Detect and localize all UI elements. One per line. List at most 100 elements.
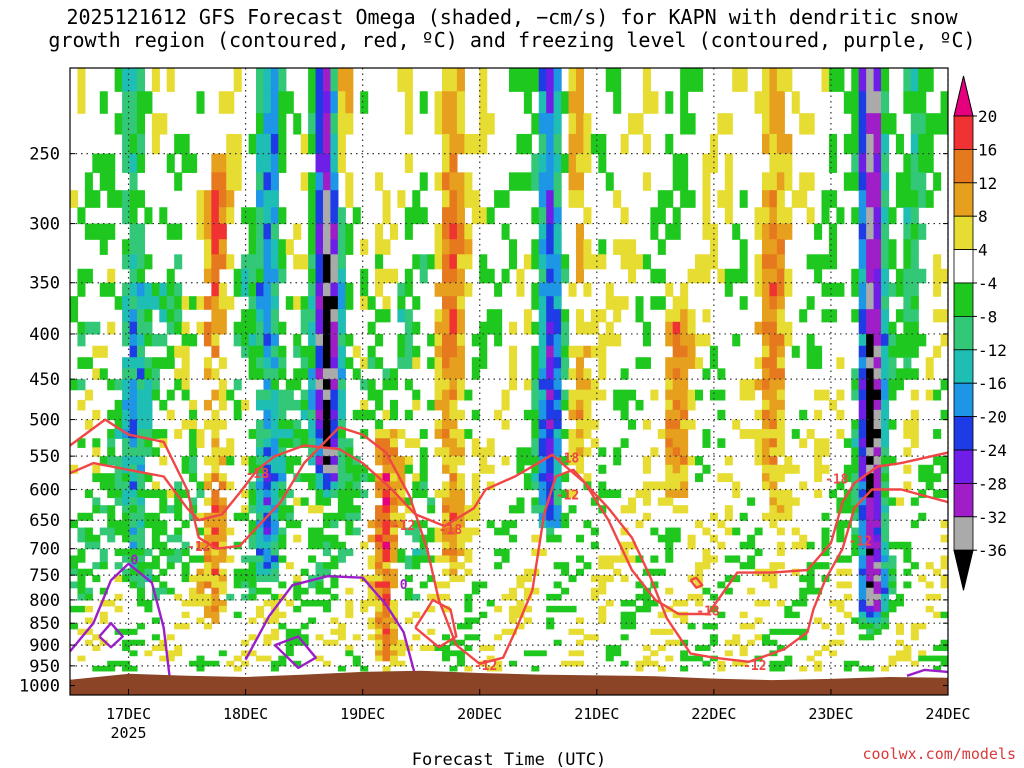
omega-cell: [419, 429, 428, 439]
omega-cell: [739, 541, 748, 550]
omega-cell: [256, 282, 265, 297]
contour-label: -18: [556, 452, 580, 467]
omega-cell: [412, 190, 421, 208]
omega-cell: [523, 481, 532, 491]
omega-cell: [672, 599, 681, 607]
omega-cell: [256, 456, 265, 466]
colorbar-bin: [953, 249, 974, 284]
omega-cell: [337, 282, 346, 297]
omega-cell: [203, 207, 212, 225]
omega-cell: [375, 575, 384, 583]
omega-cell: [851, 419, 860, 430]
omega-cell: [709, 605, 718, 613]
omega-cell: [151, 562, 160, 570]
omega-cell: [337, 548, 346, 557]
omega-cell: [590, 527, 599, 536]
credit-link[interactable]: coolwx.com/models: [862, 745, 1016, 763]
omega-cell: [211, 534, 220, 543]
omega-cell: [776, 254, 785, 270]
omega-cell: [553, 447, 562, 457]
omega-cell: [903, 429, 912, 439]
omega-cell: [293, 254, 302, 270]
omega-cell: [791, 599, 800, 607]
omega-cell: [724, 207, 733, 225]
omega-cell: [940, 464, 948, 474]
omega-cell: [166, 68, 175, 92]
omega-cell: [427, 575, 436, 583]
omega-cell: [695, 562, 704, 570]
omega-cell: [806, 172, 815, 191]
omega-cell: [702, 153, 711, 173]
omega-cell: [456, 473, 465, 483]
omega-cell: [263, 254, 272, 270]
omega-cell: [404, 282, 413, 297]
omega-cell: [397, 333, 406, 347]
omega-cell: [322, 91, 332, 114]
omega-cell: [501, 389, 510, 401]
omega-cell: [382, 634, 391, 641]
omega-cell: [881, 207, 890, 225]
omega-cell: [129, 333, 138, 347]
omega-cell: [933, 389, 942, 401]
omega-cell: [858, 599, 867, 607]
omega-cell: [776, 512, 785, 521]
omega-cell: [546, 456, 555, 466]
omega-cell: [263, 655, 272, 662]
omega-cell: [270, 634, 279, 641]
omega-cell: [538, 113, 547, 135]
omega-cell: [724, 456, 733, 466]
omega-cell: [427, 593, 436, 601]
omega-cell: [761, 91, 771, 114]
omega-cell: [531, 239, 540, 255]
omega-cell: [375, 456, 384, 466]
omega-cell: [352, 464, 361, 474]
omega-cell: [866, 254, 875, 270]
omega-cell: [322, 489, 332, 499]
omega-cell: [866, 605, 875, 613]
omega-cell: [665, 419, 674, 430]
omega-cell: [650, 389, 659, 401]
omega-cell: [337, 268, 346, 284]
omega-cell: [620, 399, 629, 411]
omega-cell: [442, 190, 451, 208]
omega-cell: [903, 368, 912, 380]
omega-cell: [144, 379, 153, 391]
omega-cell: [709, 555, 718, 563]
omega-cell: [322, 409, 332, 421]
omega-cell: [873, 321, 882, 335]
omega-cell: [412, 321, 421, 335]
omega-cell: [256, 555, 265, 563]
omega-cell: [181, 489, 190, 499]
omega-cell: [278, 345, 287, 358]
omega-cell: [598, 254, 607, 270]
omega-cell: [851, 447, 860, 457]
omega-cell: [263, 541, 272, 550]
omega-cell: [337, 555, 346, 563]
omega-cell: [442, 113, 451, 135]
omega-cell: [248, 541, 257, 550]
omega-cell: [189, 593, 198, 601]
omega-cell: [680, 617, 689, 624]
omega-cell: [211, 541, 220, 550]
omega-cell: [442, 268, 451, 284]
omega-cell: [151, 512, 160, 521]
omega-cell: [881, 268, 890, 284]
omega-cell: [538, 223, 547, 240]
omega-cell: [672, 447, 681, 457]
plot-frame: [69, 67, 949, 696]
omega-cell: [724, 512, 733, 521]
omega-cell: [122, 321, 131, 335]
omega-cell: [881, 321, 890, 335]
omega-cell: [873, 447, 882, 457]
omega-cell: [858, 581, 867, 589]
omega-cell: [538, 357, 547, 369]
omega-cell: [799, 113, 808, 135]
omega-cell: [769, 357, 778, 369]
omega-cell: [881, 520, 890, 529]
contour-label: -12: [556, 489, 579, 504]
omega-cell: [501, 527, 510, 536]
omega-cell: [635, 665, 644, 672]
omega-cell: [278, 239, 287, 255]
omega-cell: [761, 389, 771, 401]
omega-cell: [568, 153, 577, 173]
